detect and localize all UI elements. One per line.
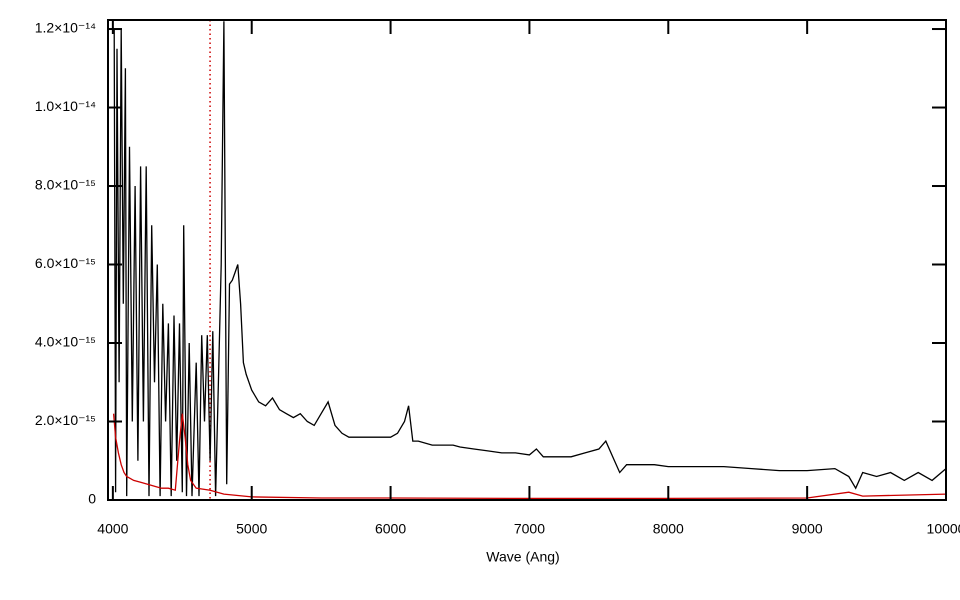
- y-tick-label: 8.0×10⁻¹⁵: [35, 177, 96, 193]
- y-tick-label: 2.0×10⁻¹⁵: [35, 412, 96, 428]
- y-tick-label: 4.0×10⁻¹⁵: [35, 334, 96, 350]
- x-tick-label: 7000: [514, 521, 545, 537]
- spectrum-line: [113, 21, 947, 497]
- x-tick-label: 6000: [375, 521, 406, 537]
- x-tick-label: 10000: [927, 521, 960, 537]
- x-tick-label: 9000: [792, 521, 823, 537]
- plot-frame: [107, 19, 947, 501]
- spectrum-line: [112, 413, 947, 500]
- x-tick-label: 5000: [236, 521, 267, 537]
- y-tick-label: 1.2×10⁻¹⁴: [35, 20, 96, 36]
- y-tick-label: 6.0×10⁻¹⁵: [35, 255, 96, 271]
- x-axis-label: Wave (Ang): [486, 549, 559, 565]
- y-tick-label: 1.0×10⁻¹⁴: [35, 98, 96, 114]
- y-tick-label: 0: [88, 491, 96, 507]
- x-tick-label: 8000: [653, 521, 684, 537]
- x-tick-label: 4000: [97, 521, 128, 537]
